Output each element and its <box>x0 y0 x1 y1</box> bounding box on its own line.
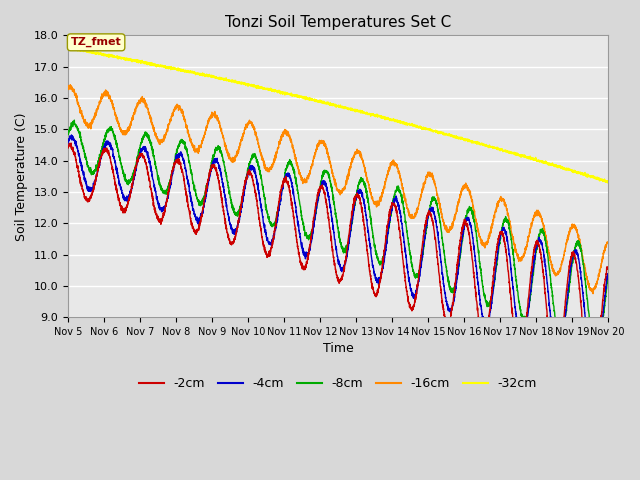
Title: Tonzi Soil Temperatures Set C: Tonzi Soil Temperatures Set C <box>225 15 451 30</box>
Text: TZ_fmet: TZ_fmet <box>71 37 122 48</box>
Y-axis label: Soil Temperature (C): Soil Temperature (C) <box>15 112 28 240</box>
X-axis label: Time: Time <box>323 342 353 356</box>
Legend: -2cm, -4cm, -8cm, -16cm, -32cm: -2cm, -4cm, -8cm, -16cm, -32cm <box>134 372 542 396</box>
